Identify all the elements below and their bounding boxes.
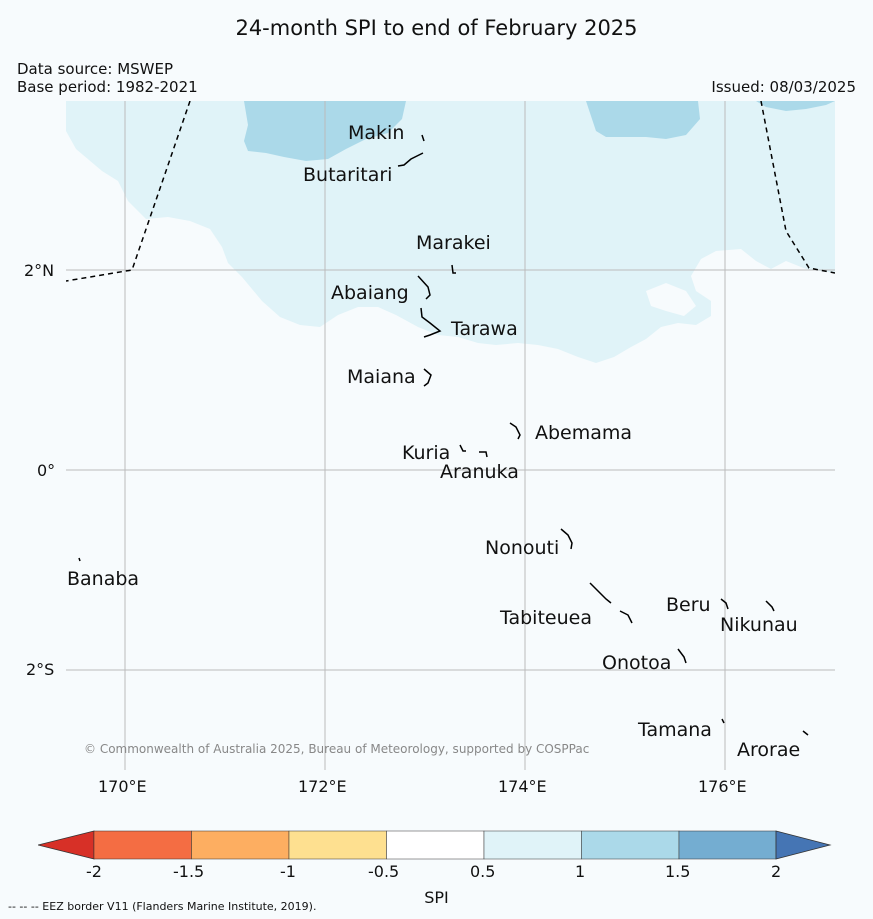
colorbar-tick: 2: [771, 862, 782, 881]
island-label-banaba: Banaba: [67, 568, 139, 590]
island-label-makin: Makin: [348, 122, 404, 144]
island-label-butaritari: Butaritari: [303, 164, 392, 186]
island-label-aranuka: Aranuka: [440, 461, 519, 483]
colorbar-tick: -1: [280, 862, 296, 881]
lon-label-170e: 170°E: [98, 777, 147, 796]
island-label-maiana: Maiana: [347, 366, 416, 388]
island-outlines: [78, 134, 809, 736]
lat-label-2n: 2°N: [24, 261, 55, 280]
eez-border: [66, 101, 835, 282]
spi-zone-light: [66, 101, 835, 363]
island-label-tarawa: Tarawa: [450, 318, 518, 340]
lat-label-0: 0°: [37, 461, 56, 480]
island-label-onotoa: Onotoa: [602, 652, 671, 674]
page-title: 24-month SPI to end of February 2025: [235, 16, 638, 40]
lon-label-176e: 176°E: [698, 777, 747, 796]
colorbar-extend-high: [775, 830, 832, 860]
colorbar-label: SPI: [424, 888, 449, 907]
data-source-text: Data source: MSWEP: [17, 60, 174, 78]
island-label-nikunau: Nikunau: [720, 614, 798, 636]
colorbar-tick: 1.5: [665, 862, 691, 881]
island-label-nonouti: Nonouti: [485, 537, 559, 559]
spi-map: Makin Butaritari Marakei Abaiang Tarawa …: [66, 101, 835, 770]
graticule: [66, 101, 835, 770]
colorbar-tick: -2: [86, 862, 102, 881]
island-label-tamana: Tamana: [637, 719, 712, 741]
island-label-marakei: Marakei: [416, 232, 491, 254]
island-label-abemama: Abemama: [535, 422, 632, 444]
island-label-abaiang: Abaiang: [331, 282, 409, 304]
colorbar-tick: 1: [575, 862, 586, 881]
lon-label-172e: 172°E: [298, 777, 347, 796]
copyright-text: © Commonwealth of Australia 2025, Bureau…: [84, 742, 590, 756]
spi-colorbar: [38, 830, 832, 860]
island-label-beru: Beru: [666, 594, 711, 616]
colorbar-tick: -0.5: [368, 862, 400, 881]
colorbar-tick: -1.5: [173, 862, 205, 881]
issued-date-text: Issued: 08/03/2025: [711, 78, 856, 96]
base-period-text: Base period: 1982-2021: [17, 78, 198, 96]
lon-label-174e: 174°E: [498, 777, 547, 796]
eez-note: -- -- -- EEZ border V11 (Flanders Marine…: [8, 900, 317, 913]
colorbar-extend-low: [38, 830, 95, 860]
island-label-kuria: Kuria: [402, 442, 450, 464]
colorbar-tick: 0.5: [470, 862, 496, 881]
lat-label-2s: 2°S: [26, 660, 55, 679]
island-label-tabiteuea: Tabiteuea: [499, 607, 592, 629]
island-label-arorae: Arorae: [737, 739, 800, 761]
